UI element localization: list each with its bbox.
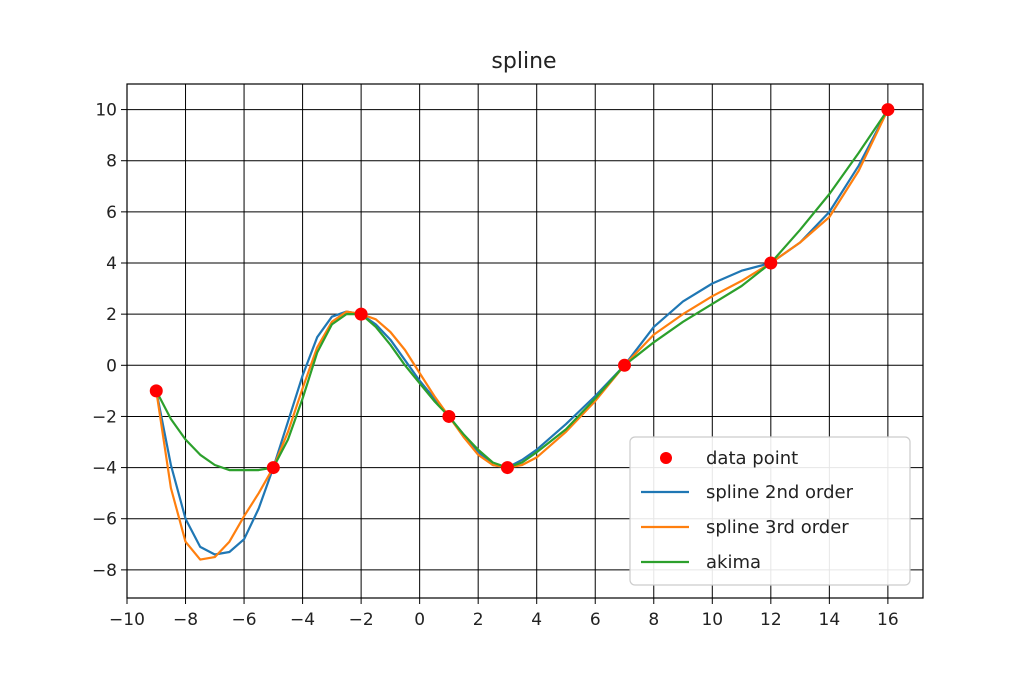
y-tick-label: −2 [92, 407, 117, 427]
y-tick-label: 2 [106, 305, 117, 325]
legend-label-spline-2nd-order: spline 2nd order [706, 482, 854, 503]
x-tick-label: −8 [173, 610, 198, 630]
x-tick-label: −2 [349, 610, 374, 630]
x-tick-label: 8 [648, 610, 659, 630]
series-line-akima [155, 108, 889, 472]
legend-label-data-point: data point [706, 448, 798, 469]
x-tick-label: 14 [819, 610, 841, 630]
legend-marker-data-point [660, 452, 672, 464]
data-point-marker [354, 307, 368, 321]
x-tick-label: 16 [877, 610, 899, 630]
y-tick-label: 6 [106, 203, 117, 223]
data-point-marker [618, 358, 631, 372]
data-point-marker [149, 384, 163, 398]
x-tick-label: 4 [531, 610, 542, 630]
y-tick-label: 4 [106, 254, 117, 274]
data-points [149, 103, 895, 475]
data-point-marker [266, 461, 280, 475]
x-tick-label: 2 [473, 610, 484, 630]
y-axis-ticks: −8 −6 −4 −2 0 2 4 6 8 10 [92, 101, 127, 581]
x-tick-label: 0 [414, 610, 425, 630]
plot-frame [126, 83, 924, 599]
legend: data point spline 2nd order spline 3rd o… [629, 436, 911, 586]
x-axis-ticks: −10 −8 −6 −4 −2 0 2 4 6 8 10 12 14 16 [109, 598, 899, 630]
series-line-spline-2nd-order [155, 109, 889, 556]
x-tick-label: −4 [290, 610, 315, 630]
x-tick-label: 12 [760, 610, 782, 630]
data-point-marker [881, 103, 895, 117]
y-tick-label: −4 [92, 459, 117, 479]
series-line-spline-3rd-order [155, 109, 889, 561]
y-tick-label: −8 [92, 561, 117, 581]
y-tick-label: 10 [95, 101, 117, 121]
y-tick-label: 0 [106, 356, 117, 376]
legend-box [629, 436, 911, 586]
x-tick-label: 10 [701, 610, 723, 630]
x-tick-label: 6 [590, 610, 601, 630]
x-tick-label: −10 [109, 610, 145, 630]
x-tick-label: −6 [232, 610, 257, 630]
y-tick-label: 8 [106, 152, 117, 172]
data-point-marker [500, 461, 514, 475]
data-point-marker [764, 256, 778, 270]
chart-title: spline [491, 49, 556, 74]
data-point-marker [442, 409, 456, 423]
y-tick-label: −6 [92, 510, 117, 530]
legend-label-spline-3rd-order: spline 3rd order [706, 517, 849, 538]
series-lines [155, 108, 889, 561]
legend-label-akima: akima [706, 552, 761, 573]
